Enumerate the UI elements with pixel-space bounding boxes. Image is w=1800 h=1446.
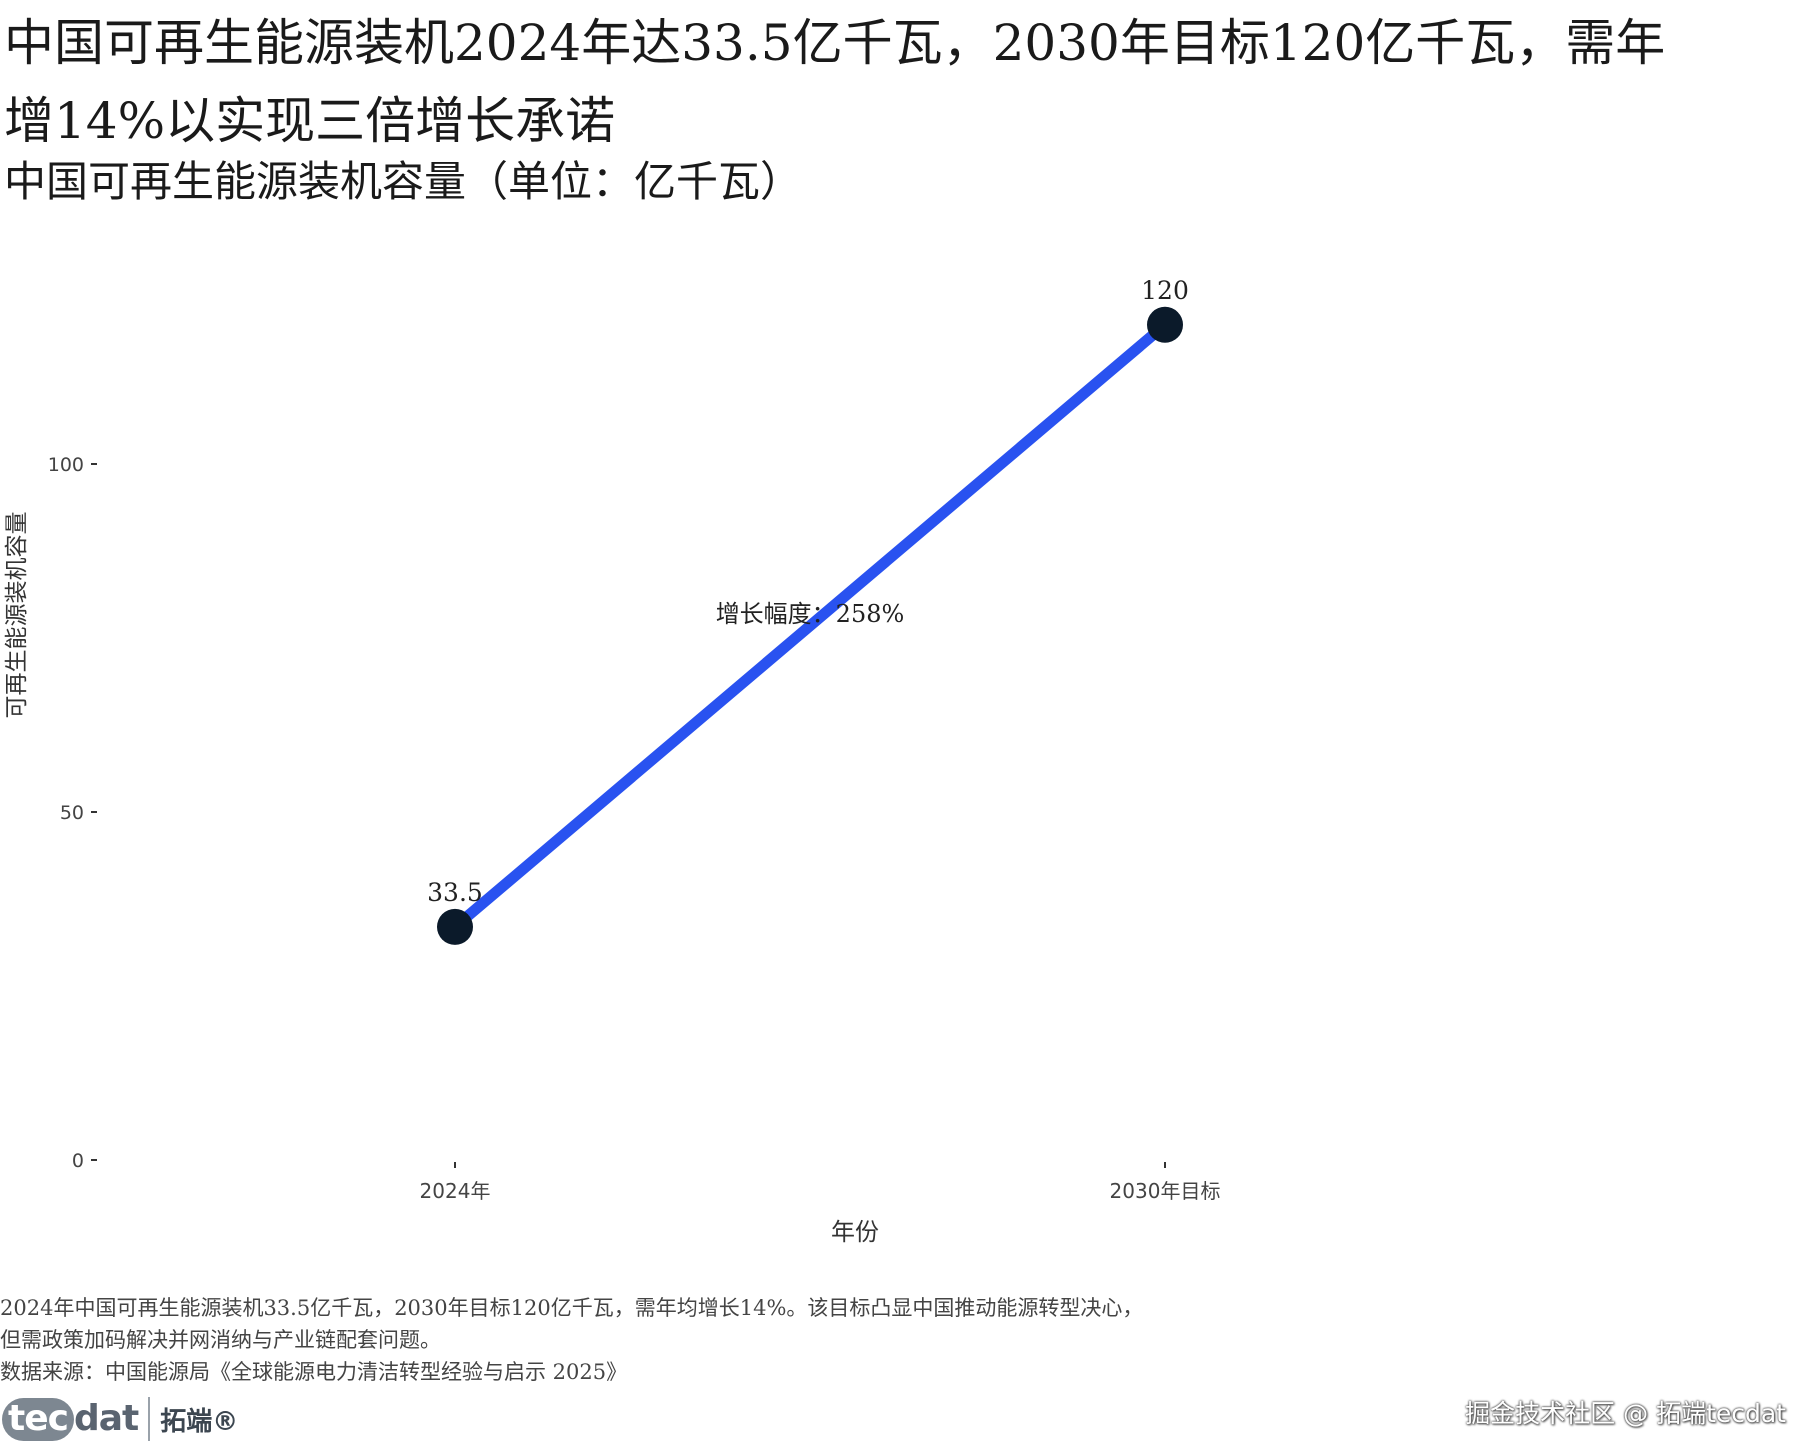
caption: 2024年中国可再生能源装机33.5亿千瓦，2030年目标120亿千瓦，需年均增… [0,1292,1400,1388]
data-label: 120 [1141,276,1189,305]
caption-source: 数据来源：中国能源局《全球能源电力清洁转型经验与启示 2025》 [0,1360,628,1384]
y-tick-label: 50 [60,802,84,824]
chart-title: 中国可再生能源装机2024年达33.5亿千瓦，2030年目标120亿千瓦，需年增… [4,14,1666,150]
logo-text: 拓端® [160,1406,239,1437]
logo-divider [148,1397,151,1441]
y-axis-title: 可再生能源装机容量 [4,512,30,719]
watermark: 掘金技术社区 @ 拓端tecdat [1465,1399,1786,1428]
chart-subtitle: 中国可再生能源装机容量（单位：亿千瓦） [4,157,803,206]
series-line [449,319,1171,933]
x-axis-title: 年份 [831,1218,879,1246]
logo-mark: tec dat [2,1397,139,1441]
y-tick-label: 100 [48,454,84,476]
series-group: 33.5 120 [427,276,1189,945]
y-axis: 0 50 100 [48,454,97,1172]
line-chart: 0 50 100 2024年 2030年目标 可再生能源装机容量 年份 33.5 120… [4,276,1221,1246]
data-point [1147,306,1183,343]
caption-line-2: 但需政策加码解决并网消纳与产业链配套问题。 [0,1328,441,1352]
x-tick-label: 2024年 [420,1179,491,1203]
data-point [437,908,473,945]
growth-annotation: 增长幅度：258% [716,600,905,628]
x-tick-label: 2030年目标 [1110,1179,1221,1203]
data-label: 33.5 [427,878,483,907]
y-tick-label: 0 [72,1150,84,1172]
x-axis: 2024年 2030年目标 [420,1162,1221,1203]
tecdat-logo: tec dat 拓端® [2,1392,238,1446]
caption-line-1: 2024年中国可再生能源装机33.5亿千瓦，2030年目标120亿千瓦，需年均增… [0,1296,1144,1320]
